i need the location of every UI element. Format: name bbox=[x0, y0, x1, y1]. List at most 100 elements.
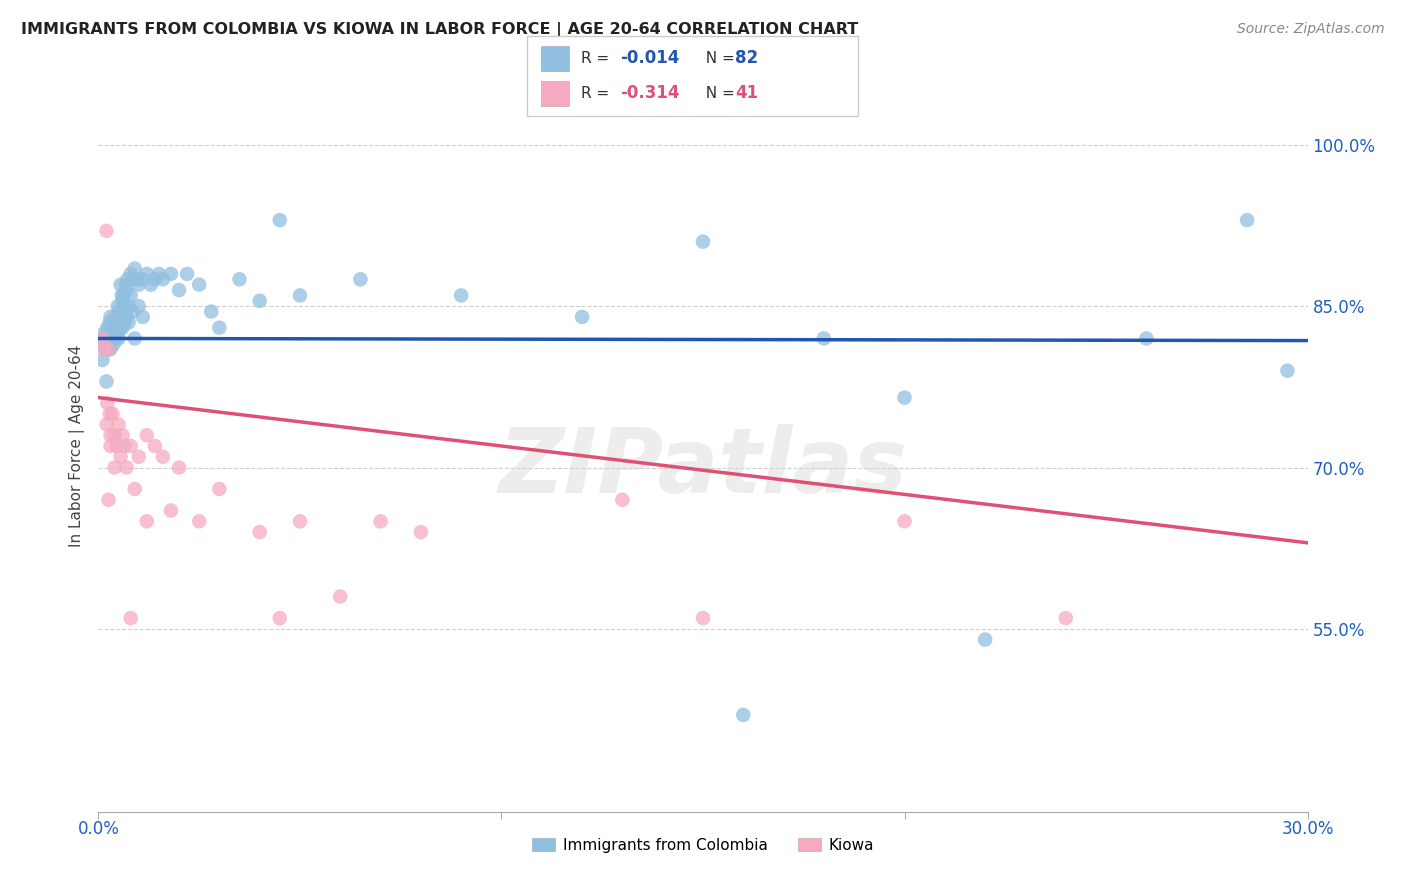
Point bbox=[91, 331, 114, 345]
Point bbox=[100, 342, 122, 356]
Point bbox=[96, 375, 118, 389]
Point bbox=[107, 331, 129, 345]
Point bbox=[135, 514, 157, 528]
Point bbox=[91, 353, 114, 368]
Point bbox=[96, 396, 118, 410]
Point bbox=[114, 299, 136, 313]
Point bbox=[208, 320, 231, 334]
Point bbox=[105, 331, 128, 345]
Point bbox=[100, 331, 122, 345]
Point bbox=[103, 428, 125, 442]
Text: R =: R = bbox=[581, 86, 614, 101]
Point bbox=[103, 331, 125, 345]
Point bbox=[128, 277, 150, 292]
Point bbox=[692, 611, 714, 625]
Point bbox=[110, 320, 132, 334]
Point bbox=[103, 460, 125, 475]
Point bbox=[97, 342, 120, 356]
Point bbox=[132, 272, 155, 286]
Point bbox=[96, 331, 118, 345]
Point bbox=[93, 342, 115, 356]
Point bbox=[100, 326, 122, 340]
Point bbox=[450, 288, 472, 302]
Point bbox=[115, 283, 138, 297]
Text: N =: N = bbox=[696, 51, 740, 66]
Point bbox=[188, 514, 211, 528]
Point bbox=[114, 439, 136, 453]
Point bbox=[97, 492, 120, 507]
Point bbox=[612, 492, 634, 507]
Point bbox=[125, 272, 148, 286]
Point bbox=[152, 272, 174, 286]
Point bbox=[120, 611, 142, 625]
Point bbox=[124, 482, 146, 496]
Point bbox=[893, 391, 915, 405]
Point bbox=[571, 310, 593, 324]
Point bbox=[105, 315, 128, 329]
Point bbox=[121, 304, 143, 318]
Point bbox=[107, 417, 129, 432]
Point bbox=[121, 272, 143, 286]
Point bbox=[288, 514, 311, 528]
Point bbox=[101, 315, 124, 329]
Point bbox=[107, 304, 129, 318]
Point bbox=[228, 272, 250, 286]
Point bbox=[128, 450, 150, 464]
Point bbox=[124, 331, 146, 345]
Point bbox=[110, 450, 132, 464]
Point bbox=[111, 320, 134, 334]
Point bbox=[269, 213, 291, 227]
Point bbox=[1236, 213, 1258, 227]
Point bbox=[118, 315, 141, 329]
Text: 82: 82 bbox=[735, 49, 758, 67]
Point bbox=[93, 326, 115, 340]
Point bbox=[200, 304, 222, 318]
Point bbox=[114, 277, 136, 292]
Point bbox=[176, 267, 198, 281]
Text: ZIPatlas: ZIPatlas bbox=[499, 424, 907, 512]
Point bbox=[100, 439, 122, 453]
Point bbox=[409, 524, 432, 539]
Point bbox=[160, 267, 183, 281]
Y-axis label: In Labor Force | Age 20-64: In Labor Force | Age 20-64 bbox=[69, 345, 84, 547]
Point bbox=[128, 299, 150, 313]
Text: -0.014: -0.014 bbox=[620, 49, 679, 67]
Point bbox=[93, 336, 115, 351]
Point bbox=[152, 450, 174, 464]
Point bbox=[120, 439, 142, 453]
Point bbox=[115, 310, 138, 324]
Point bbox=[1054, 611, 1077, 625]
Point bbox=[120, 288, 142, 302]
Point bbox=[733, 707, 755, 722]
Point bbox=[120, 267, 142, 281]
Point bbox=[132, 310, 155, 324]
Point bbox=[107, 326, 129, 340]
Point bbox=[692, 235, 714, 249]
Point bbox=[329, 590, 352, 604]
Point bbox=[114, 315, 136, 329]
Point bbox=[100, 326, 122, 340]
Point bbox=[98, 407, 121, 421]
Point bbox=[97, 342, 120, 356]
Point bbox=[124, 261, 146, 276]
Point bbox=[148, 267, 170, 281]
Point bbox=[107, 299, 129, 313]
Point bbox=[813, 331, 835, 345]
Point bbox=[111, 293, 134, 308]
Point bbox=[370, 514, 392, 528]
Text: 0.0%: 0.0% bbox=[77, 821, 120, 838]
Point bbox=[115, 460, 138, 475]
Point bbox=[96, 417, 118, 432]
Point bbox=[110, 277, 132, 292]
Point bbox=[96, 336, 118, 351]
Point bbox=[208, 482, 231, 496]
Point bbox=[117, 272, 139, 286]
Point bbox=[188, 277, 211, 292]
Text: IMMIGRANTS FROM COLOMBIA VS KIOWA IN LABOR FORCE | AGE 20-64 CORRELATION CHART: IMMIGRANTS FROM COLOMBIA VS KIOWA IN LAB… bbox=[21, 22, 858, 38]
Point bbox=[974, 632, 997, 647]
Point bbox=[98, 315, 121, 329]
Point bbox=[249, 524, 271, 539]
Point bbox=[103, 320, 125, 334]
Point bbox=[288, 288, 311, 302]
Point bbox=[269, 611, 291, 625]
